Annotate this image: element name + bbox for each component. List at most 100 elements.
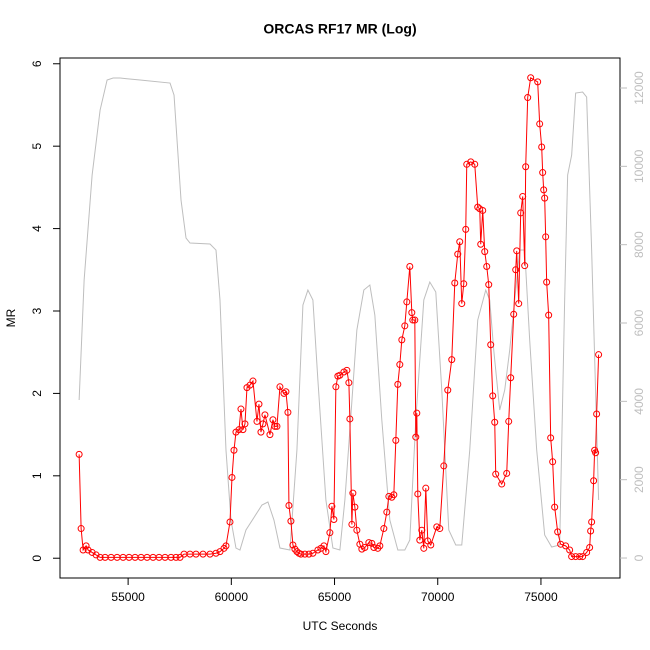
data-point xyxy=(593,410,601,418)
data-point xyxy=(230,446,238,454)
data-point xyxy=(392,436,400,444)
data-point xyxy=(368,539,376,547)
y-tick-label: 3 xyxy=(30,307,44,314)
data-point xyxy=(456,238,464,246)
data-point xyxy=(487,341,495,349)
data-point xyxy=(383,508,391,516)
data-point xyxy=(586,544,594,552)
data-point xyxy=(454,250,462,258)
data-point xyxy=(451,279,459,287)
data-point xyxy=(524,94,532,102)
data-point xyxy=(351,503,359,511)
data-point xyxy=(385,492,393,500)
data-point xyxy=(479,206,487,214)
data-point xyxy=(540,186,548,194)
plot-area xyxy=(75,74,603,561)
y-tick-label: 2 xyxy=(30,390,44,397)
y2-tick-label: 8000 xyxy=(632,231,646,258)
data-point xyxy=(436,525,444,533)
y2-tick-label: 10000 xyxy=(632,149,646,183)
x-tick-label: 65000 xyxy=(318,590,352,604)
data-point xyxy=(562,542,570,550)
y-tick-label: 6 xyxy=(30,60,44,67)
data-point xyxy=(408,309,416,317)
data-point xyxy=(444,386,452,394)
data-point xyxy=(513,247,521,255)
data-point xyxy=(271,422,279,430)
data-point xyxy=(348,520,356,528)
data-point xyxy=(460,280,468,288)
data-point xyxy=(343,366,351,374)
data-point xyxy=(212,549,220,557)
data-point xyxy=(365,539,373,547)
data-point xyxy=(579,553,587,561)
data-point xyxy=(592,449,600,457)
data-point xyxy=(515,300,523,308)
data-point xyxy=(462,225,470,233)
data-point xyxy=(536,120,544,128)
data-point xyxy=(376,542,384,550)
data-point xyxy=(522,163,530,171)
data-point xyxy=(448,356,456,364)
data-point xyxy=(542,233,550,241)
y2-tick-label: 12000 xyxy=(632,71,646,105)
data-point xyxy=(322,548,330,556)
data-point xyxy=(75,450,83,458)
data-point xyxy=(549,458,557,466)
data-point xyxy=(305,550,313,558)
data-point xyxy=(394,380,402,388)
data-point xyxy=(284,408,292,416)
data-point xyxy=(534,78,542,86)
data-point xyxy=(477,240,485,248)
data-point xyxy=(406,262,414,270)
y-axis-label: MR xyxy=(4,308,18,327)
data-point xyxy=(269,416,277,424)
series-line xyxy=(78,77,600,551)
data-point xyxy=(167,553,175,561)
data-point xyxy=(235,426,243,434)
chart-title: ORCAS RF17 MR (Log) xyxy=(263,21,416,37)
data-point xyxy=(539,169,547,177)
data-point xyxy=(273,422,281,430)
data-point xyxy=(576,553,584,561)
y-tick-label: 0 xyxy=(30,555,44,562)
data-point xyxy=(583,548,591,556)
data-point xyxy=(572,553,580,561)
data-point xyxy=(422,484,430,492)
y-tick-label: 4 xyxy=(30,225,44,232)
data-point xyxy=(328,502,336,510)
data-point xyxy=(411,316,419,324)
data-point xyxy=(503,469,511,477)
x-tick-label: 75000 xyxy=(524,590,558,604)
data-point xyxy=(401,322,409,330)
data-point xyxy=(566,546,574,554)
data-point xyxy=(568,553,576,561)
data-point xyxy=(541,194,549,202)
data-point xyxy=(261,411,269,419)
data-point xyxy=(519,192,527,200)
data-point xyxy=(588,518,596,526)
data-point xyxy=(280,389,288,397)
data-point xyxy=(505,417,513,425)
data-point xyxy=(538,143,546,151)
data-point xyxy=(403,298,411,306)
data-point xyxy=(287,517,295,525)
data-point xyxy=(557,540,565,548)
data-point xyxy=(498,480,506,488)
data-point xyxy=(249,377,257,385)
data-point xyxy=(192,550,200,558)
data-point xyxy=(398,336,406,344)
data-point xyxy=(255,400,263,408)
data-point xyxy=(346,415,354,423)
y2-tick-label: 2000 xyxy=(632,466,646,493)
data-point xyxy=(485,281,493,289)
x-axis-label: UTC Seconds xyxy=(303,619,378,633)
data-point xyxy=(330,515,338,523)
data-point xyxy=(458,300,466,308)
data-point xyxy=(301,550,309,558)
data-point xyxy=(474,203,482,211)
data-point xyxy=(551,503,559,511)
data-point xyxy=(326,529,334,537)
data-point xyxy=(440,462,448,470)
data-point xyxy=(527,74,535,82)
